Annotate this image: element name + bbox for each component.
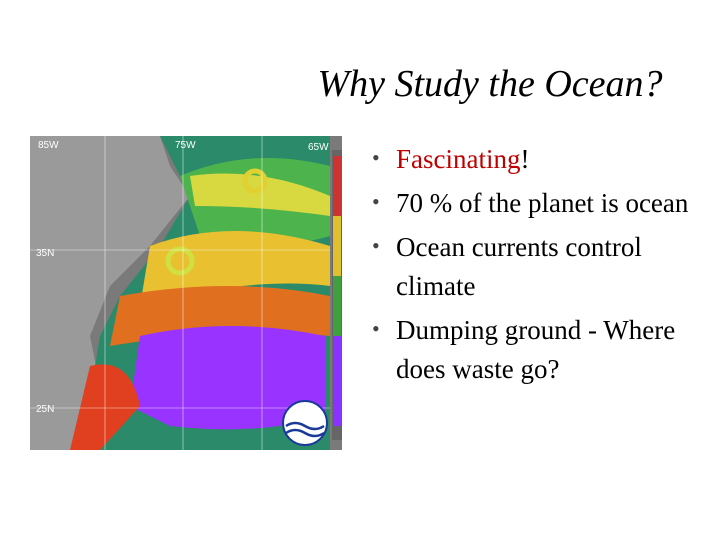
map-label: 35N	[36, 248, 54, 259]
bullet-text: 70 % of the planet is ocean	[396, 188, 689, 218]
bullet-item: Fascinating!	[372, 138, 692, 179]
map-label: 85W	[38, 140, 59, 151]
map-label: 25N	[36, 404, 54, 415]
bullet-text: Dumping ground - Where does waste go?	[396, 315, 676, 384]
bullet-item: 70 % of the planet is ocean	[372, 182, 692, 223]
map-label: 65W	[308, 142, 329, 153]
bullet-text: Fascinating	[396, 144, 521, 174]
slide-title: Why Study the Ocean?	[317, 63, 663, 105]
bullet-suffix: !	[520, 144, 530, 174]
bullet-item: Ocean currents control climate	[372, 226, 692, 306]
bullet-list: Fascinating! 70 % of the planet is ocean O…	[372, 138, 692, 394]
map-label: 75W	[175, 140, 196, 151]
satellite-map: 85W 75W 65W 35N 25N	[30, 136, 342, 450]
bullet-text: Ocean currents control climate	[396, 232, 642, 301]
bullet-item: Dumping ground - Where does waste go?	[372, 309, 692, 389]
